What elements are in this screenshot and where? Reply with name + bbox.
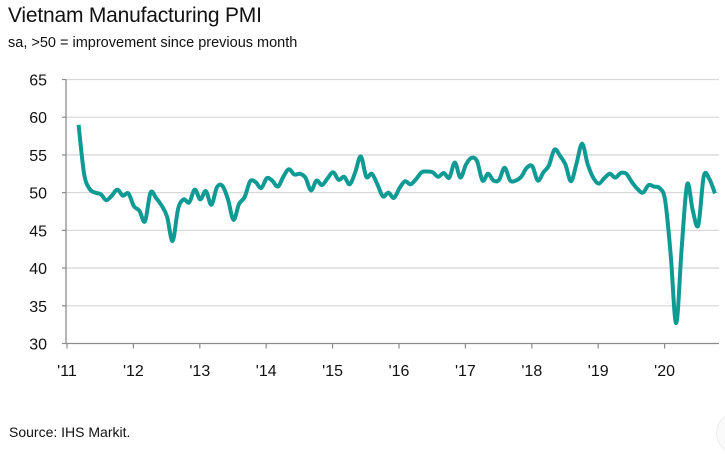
y-tick-label: 55 bbox=[29, 148, 47, 165]
y-tick-label: 60 bbox=[29, 110, 47, 127]
y-tick-label: 45 bbox=[29, 223, 47, 240]
x-tick-label: '14 bbox=[256, 363, 277, 380]
y-tick-label: 40 bbox=[29, 261, 47, 278]
y-tick-label: 35 bbox=[29, 299, 47, 316]
x-tick-label: '19 bbox=[588, 363, 609, 380]
x-tick-label: '18 bbox=[521, 363, 542, 380]
x-tick-label: '12 bbox=[123, 363, 144, 380]
x-tick-label: '20 bbox=[654, 363, 675, 380]
y-tick-label: 30 bbox=[29, 337, 47, 354]
y-tick-label: 65 bbox=[29, 73, 47, 90]
x-tick-label: '11 bbox=[57, 363, 77, 380]
x-axis-ticks: '11 '12 '13 '14 '15 '16 '17 '18 '19 '20 bbox=[57, 344, 675, 381]
x-tick-label: '16 bbox=[389, 363, 410, 380]
y-tick-label: 50 bbox=[29, 186, 47, 203]
x-tick-label: '15 bbox=[322, 363, 343, 380]
y-axis-ticks: 30 35 40 45 50 55 60 65 bbox=[29, 73, 66, 354]
source-note: Source: IHS Markit. bbox=[9, 424, 130, 440]
x-tick-label: '17 bbox=[455, 363, 476, 380]
x-tick-label: '13 bbox=[189, 363, 210, 380]
gridlines bbox=[66, 80, 719, 306]
